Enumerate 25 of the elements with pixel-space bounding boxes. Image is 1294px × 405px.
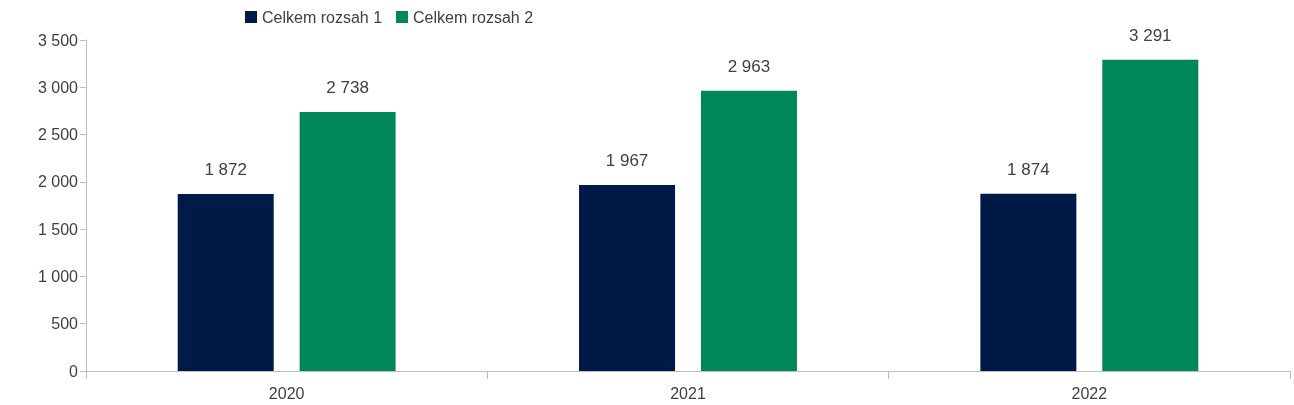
x-tick-label: 2022	[1071, 384, 1108, 402]
y-tick-label: 3 000	[37, 78, 79, 96]
legend-label: Celkem rozsah 2	[413, 8, 534, 26]
data-label: 1 872	[204, 159, 247, 179]
y-tick-label: 1 500	[37, 220, 79, 238]
y-tick-label: 500	[51, 315, 79, 333]
bar	[1102, 59, 1199, 371]
bar	[980, 193, 1077, 371]
y-tick-label: 0	[69, 362, 79, 380]
data-label: 1 874	[1007, 159, 1050, 179]
y-tick-label: 2 500	[37, 126, 79, 144]
data-label: 2 963	[727, 56, 771, 76]
x-tick-label: 2021	[670, 384, 706, 402]
y-tick-label: 1 000	[37, 267, 79, 285]
y-tick-label: 2 000	[37, 173, 79, 191]
legend-label: Celkem rozsah 1	[262, 8, 383, 26]
data-label: 3 291	[1129, 25, 1172, 45]
data-label: 1 967	[605, 150, 649, 170]
bar	[579, 184, 676, 371]
x-tick-label: 2020	[268, 384, 305, 402]
bar	[177, 193, 274, 371]
bar	[299, 112, 396, 371]
data-label: 2 738	[326, 78, 369, 98]
bar	[700, 90, 797, 371]
y-tick-label: 3 500	[37, 31, 79, 49]
